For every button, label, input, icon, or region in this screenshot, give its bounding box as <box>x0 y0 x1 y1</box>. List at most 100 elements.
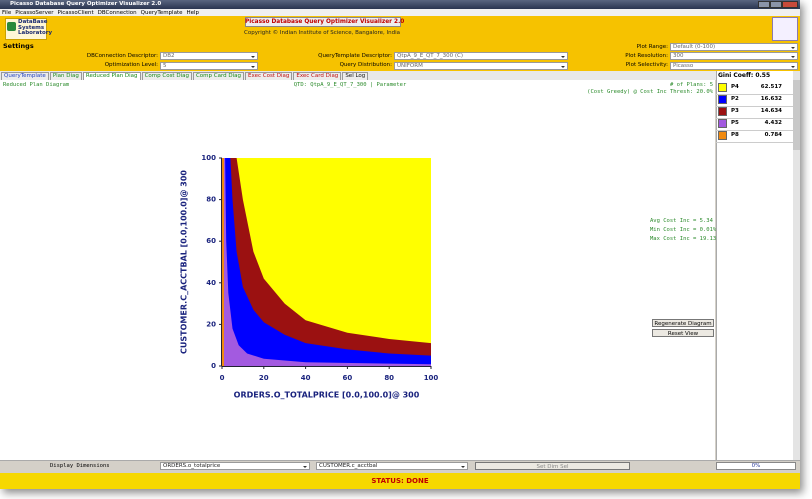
logo-text: DataBase Systems Laboratory <box>18 19 53 37</box>
dim-select[interactable]: ORDERS.o_totalprice <box>160 462 310 470</box>
dim-select[interactable]: CUSTOMER.c_acctbal <box>316 462 468 470</box>
menu-bar <box>0 9 800 16</box>
setting-select[interactable]: UNIFORM <box>394 61 568 70</box>
legend-divider <box>716 105 793 107</box>
legend-value: 14.634 <box>760 108 782 114</box>
plan-region <box>222 158 431 366</box>
legend-value: 4.432 <box>764 120 782 126</box>
window-title: Picasso Database Query Optimizer Visuali… <box>10 1 162 7</box>
setting-select[interactable]: 5 <box>160 61 258 70</box>
legend-plan: P2 <box>731 96 739 102</box>
legend-divider <box>716 117 793 119</box>
y-tick-label: 80 <box>206 196 216 204</box>
plan-region <box>222 158 224 366</box>
legend-divider <box>716 93 793 95</box>
plan-diagram: 0 20 40 60 80 100 0 20 40 60 80 100 ORDERS.O_TOTALPR… <box>180 154 439 400</box>
setting-label: QueryTemplate Descriptor: <box>318 52 392 59</box>
legend-value: 16.632 <box>760 96 782 102</box>
setting-select[interactable]: Picasso <box>670 61 798 70</box>
cost-stat: Max Cost Inc = 19.13% <box>650 236 720 242</box>
setting-label: Plot Range: <box>636 43 668 50</box>
logo-line: Laboratory <box>18 30 53 36</box>
legend-plan: P4 <box>731 84 739 90</box>
diagram-name: Reduced Plan Diagram <box>3 82 70 88</box>
setting-label: DBConnection Descriptor: <box>86 52 158 59</box>
x-tick-label: 60 <box>343 374 353 382</box>
legend-divider <box>716 141 793 143</box>
set-dim-button[interactable]: Set Dim Sel <box>475 462 630 470</box>
copyright: Copyright © Indian Institute of Science,… <box>244 30 400 36</box>
x-tick-label: 80 <box>384 374 394 382</box>
x-tick-label: 40 <box>301 374 311 382</box>
y-tick-label: 0 <box>211 362 216 370</box>
y-axis-label: CUSTOMER.C_ACCTBAL [0.0,100.0]@ 300 <box>180 170 189 354</box>
maximize-button[interactable] <box>770 1 782 8</box>
setting-select[interactable]: 300 <box>670 52 798 61</box>
threshold: (Cost Greedy) @ Cost Inc Thresh: 20.0% <box>587 89 713 95</box>
tab[interactable]: QueryTemplate <box>1 71 49 80</box>
title-bar <box>0 0 800 9</box>
tab[interactable]: Comp Cost Diag <box>141 71 192 80</box>
dimensions-label: Display Dimensions <box>50 463 110 469</box>
setting-select[interactable]: DB2 <box>160 52 258 61</box>
legend-title: Gini Coeff: 0.55 <box>718 72 771 79</box>
y-tick-label: 20 <box>206 320 216 328</box>
logo-line: DataBase <box>18 19 48 25</box>
settings-title: Settings <box>3 42 34 50</box>
setting-label: Plot Selectivity: <box>625 62 668 69</box>
legend-swatch <box>718 95 727 104</box>
legend-swatch <box>718 107 727 116</box>
app-title: Picasso Database Query Optimizer Visuali… <box>245 18 405 25</box>
menu-item[interactable]: PicassoServer <box>15 9 54 16</box>
cost-stat: Min Cost Inc = 0.01% <box>650 227 717 233</box>
scroll-thumb[interactable] <box>793 80 800 150</box>
window: Picasso Database Query Optimizer Visuali… <box>0 0 800 489</box>
legend-value: 62.517 <box>760 84 782 90</box>
legend-plan: P3 <box>731 108 739 114</box>
legend-divider <box>716 129 793 131</box>
x-tick-label: 0 <box>220 374 225 382</box>
plan-count: # of Plans: 5 <box>669 82 713 88</box>
menu-item[interactable]: DBConnection <box>97 9 137 16</box>
minimize-button[interactable] <box>758 1 770 8</box>
progress-bar <box>716 462 796 470</box>
tab-bar: QueryTemplate Plan Diag Reduced Plan Diag C… <box>0 71 716 80</box>
y-tick-label: 100 <box>201 154 216 162</box>
tab[interactable]: Reduced Plan Diag <box>82 71 141 80</box>
status: STATUS: DONE <box>371 477 429 485</box>
legend-value: 0.784 <box>764 132 782 138</box>
setting-select[interactable]: QtpA_9_E_QT_7_300 (C) <box>394 52 568 61</box>
tab[interactable]: Exec Cost Diag <box>245 71 293 80</box>
menu-item[interactable]: File <box>2 9 12 16</box>
setting-label: Query Distribution: <box>339 62 392 69</box>
tab[interactable]: Comp Card Diag <box>192 71 245 80</box>
y-tick-label: 60 <box>206 237 216 245</box>
x-tick-label: 100 <box>424 374 439 382</box>
status-bar <box>0 473 800 489</box>
setting-label: Optimization Level: <box>104 62 158 69</box>
logo-line: Systems <box>18 24 45 31</box>
button[interactable]: Regenerate Diagram <box>652 319 714 327</box>
x-tick-label: 20 <box>259 374 269 382</box>
legend-plan: P8 <box>731 132 739 138</box>
scrollbar[interactable] <box>793 71 800 460</box>
button[interactable]: Reset View <box>652 329 714 337</box>
menu-item[interactable]: PicassoClient <box>57 9 94 16</box>
legend-swatch <box>718 83 727 92</box>
menu-item[interactable]: QueryTemplate <box>140 9 183 16</box>
menu-item[interactable]: Help <box>186 9 200 16</box>
legend-swatch <box>718 131 727 140</box>
app-title-box <box>245 17 401 27</box>
legend-panel <box>716 71 800 460</box>
plan-region <box>222 158 431 366</box>
close-button[interactable] <box>782 1 798 8</box>
iisc-logo <box>772 17 798 41</box>
legend-swatch <box>718 119 727 128</box>
y-tick-label: 40 <box>206 279 216 287</box>
tab[interactable]: Exec Card Diag <box>293 71 342 80</box>
tab[interactable]: Plan Diag <box>49 71 82 80</box>
tab[interactable]: Sel Log <box>342 71 369 80</box>
x-axis-label: ORDERS.O_TOTALPRICE [0.0,100.0]@ 300 <box>234 391 420 400</box>
setting-select[interactable]: Default (0-100) <box>670 43 798 51</box>
